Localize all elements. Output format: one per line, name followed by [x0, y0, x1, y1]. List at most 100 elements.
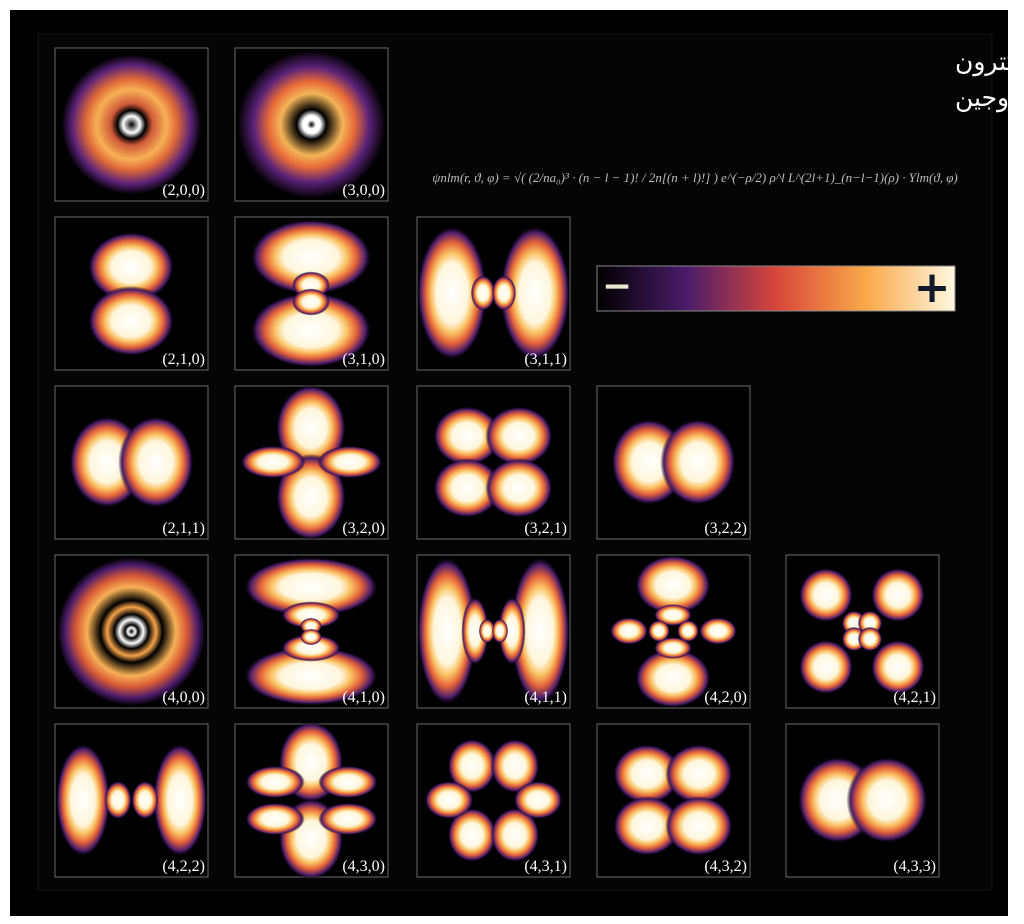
- orbital-lobe: [635, 648, 711, 708]
- orbital-lobe: [416, 225, 488, 361]
- orbital-density: [237, 50, 386, 199]
- orbital-lobe: [245, 765, 305, 799]
- panel-label: (3,2,2): [704, 520, 747, 537]
- orbital-lobe: [654, 604, 692, 626]
- orbital-lobe: [470, 275, 496, 311]
- orbital-lobe: [281, 634, 341, 662]
- panel-label: (4,3,0): [342, 858, 385, 875]
- orbital-panel: (4,3,1): [416, 723, 571, 878]
- orbital-panel: (4,2,0): [596, 554, 751, 709]
- orbital-lobe: [243, 646, 379, 706]
- panel-label: (3,2,0): [342, 520, 385, 537]
- orbital-lobe: [281, 601, 341, 629]
- orbital-lobe: [648, 620, 670, 642]
- orbital-lobe: [87, 231, 175, 303]
- panel-label: (3,1,1): [524, 351, 567, 368]
- panel-label: (4,1,1): [524, 689, 567, 706]
- panel-label: (3,1,0): [342, 351, 385, 368]
- orbital-lobe: [275, 453, 347, 541]
- orbital-lobe: [699, 617, 737, 645]
- orbital-lobe: [131, 781, 159, 819]
- orbital-lobe: [104, 781, 132, 819]
- orbital-lobe: [871, 640, 925, 694]
- orbital-panel: (2,0,0): [54, 47, 209, 202]
- orbital-lobe: [250, 292, 372, 368]
- orbital-lobe: [317, 445, 383, 479]
- orbital-lobe: [478, 618, 496, 644]
- orbital-lobe: [654, 637, 692, 659]
- orbital-panel: (2,1,1): [54, 385, 209, 540]
- orbital-panel: (4,3,0): [234, 721, 389, 880]
- panel-grid: (2,0,0) (3,0,0) (2,1,0) (3,1,0) (3,1,1) (2,1,…: [54, 47, 940, 880]
- orbital-lobe: [491, 275, 517, 311]
- orbital-lobe: [513, 781, 563, 819]
- orbital-lobe: [491, 618, 509, 644]
- panel-label: (4,1,0): [342, 689, 385, 706]
- orbital-density: [57, 557, 206, 706]
- orbital-panel: (3,2,1): [416, 385, 571, 540]
- panel-label: (4,3,1): [524, 858, 567, 875]
- orbital-lobe: [461, 597, 489, 665]
- orbital-lobe: [300, 628, 322, 646]
- orbital-lobe: [118, 416, 194, 508]
- panel-label: (3,2,1): [524, 520, 567, 537]
- panel-label: (2,0,0): [162, 182, 205, 199]
- orbital-lobe: [485, 406, 553, 466]
- formula: ψnlm(r, ϑ, φ) = √( (2/na₀)³ · (n − l − 1…: [432, 170, 957, 185]
- orbital-lobe: [665, 796, 733, 856]
- orbital-lobe: [417, 556, 477, 706]
- orbital-lobe: [447, 739, 497, 793]
- orbital-panel: (4,2,2): [54, 723, 209, 878]
- orbital-panel: (3,1,0): [234, 216, 389, 371]
- panel-label: (2,1,1): [162, 520, 205, 537]
- orbital-lobe: [245, 802, 305, 836]
- orbital-lobe: [490, 808, 540, 862]
- orbital-lobe: [635, 555, 711, 615]
- orbital-lobe: [485, 458, 553, 518]
- panel-label: (4,3,3): [893, 858, 936, 875]
- panel-label: (4,3,2): [704, 858, 747, 875]
- orbital-panel: (3,2,2): [596, 385, 751, 540]
- orbital-lobe: [87, 285, 175, 357]
- orbital-panel: (4,0,0): [54, 554, 209, 709]
- panel-background: [596, 723, 751, 878]
- orbital-lobe: [490, 739, 540, 793]
- orbital-lobe: [243, 557, 379, 617]
- orbital-lobe: [857, 626, 883, 652]
- orbital-panel: (3,2,0): [234, 384, 389, 541]
- orbital-panel: (4,1,1): [416, 554, 571, 709]
- orbital-lobe: [846, 756, 928, 844]
- orbital-lobe: [153, 743, 207, 857]
- orbital-panel: (4,3,2): [596, 723, 751, 878]
- orbital-panel: (3,0,0): [234, 47, 389, 202]
- panel-label: (4,0,0): [162, 689, 205, 706]
- orbital-lobe: [318, 802, 378, 836]
- colorbar-plus: +: [914, 262, 951, 313]
- orbital-lobe: [433, 458, 501, 518]
- orbital-density: [61, 54, 202, 195]
- title-line: الوظائف الموجية للإلكترون: [955, 47, 1024, 77]
- orbital-lobe: [677, 620, 699, 642]
- panel-label: (4,2,1): [893, 689, 936, 706]
- orbital-lobe: [240, 445, 306, 479]
- orbital-lobe: [447, 808, 497, 862]
- orbital-panel: (2,1,0): [54, 216, 209, 371]
- orbital-lobe: [799, 568, 853, 622]
- orbital-lobe: [498, 597, 526, 665]
- title-line: في ذرة الهيدروجين: [955, 83, 1024, 113]
- colorbar: [596, 265, 956, 312]
- orbital-lobe: [871, 568, 925, 622]
- orbital-lobe: [56, 743, 110, 857]
- panel-label: (2,1,0): [162, 351, 205, 368]
- orbital-lobe: [613, 796, 681, 856]
- panel-background: [416, 385, 571, 540]
- panel-label: (4,2,0): [704, 689, 747, 706]
- colorbar-minus: −: [602, 266, 632, 307]
- orbital-lobe: [510, 556, 570, 706]
- orbital-lobe: [665, 744, 733, 804]
- orbital-lobe: [433, 406, 501, 466]
- orbital-lobe: [318, 765, 378, 799]
- orbital-lobe: [660, 418, 736, 506]
- orbital-lobe: [292, 288, 330, 316]
